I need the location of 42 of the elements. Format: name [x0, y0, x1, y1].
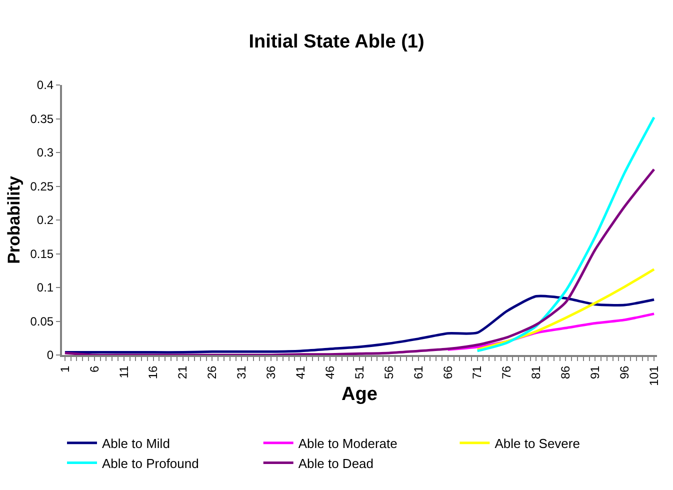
y-tick-label: 0 [46, 348, 54, 362]
x-tick-label: 26 [205, 365, 220, 380]
x-tick-label: 46 [322, 365, 337, 380]
y-tick-label: 0.4 [36, 78, 54, 92]
legend-label: Able to Moderate [298, 436, 398, 451]
x-tick-label: 71 [470, 365, 484, 380]
y-tick-label: 0.25 [30, 179, 54, 194]
x-tick-label: 16 [146, 365, 160, 380]
y-axis-title: Probability [4, 176, 24, 264]
line-series [476, 268, 656, 351]
x-tick-label: 56 [382, 365, 396, 380]
y-tick-label: 0.35 [30, 112, 54, 126]
x-tick-label: 11 [116, 365, 131, 378]
x-tick-label: 96 [618, 365, 632, 380]
y-tick-label: 0.3 [36, 146, 54, 160]
legend-label: Able to Severe [494, 436, 580, 451]
legend-label: Able to Mild [102, 436, 170, 451]
x-tick-label: 91 [588, 365, 602, 380]
x-tick-label: 1 [58, 365, 72, 372]
x-tick-label: 6 [87, 365, 102, 372]
legend-label: Able to Profound [102, 456, 199, 471]
y-tick-label: 0.1 [36, 280, 54, 295]
chart-title: Initial State Able (1) [248, 32, 424, 53]
x-tick-label: 36 [264, 365, 278, 380]
x-tick-label: 31 [234, 365, 249, 380]
x-tick-label: 41 [293, 365, 308, 380]
line-series [64, 168, 656, 355]
x-tick-label: 21 [176, 365, 190, 380]
x-tick-label: 61 [411, 365, 426, 380]
x-tick-label: 66 [440, 365, 455, 380]
x-tick-label: 51 [352, 365, 366, 380]
x-tick-label: 76 [500, 365, 514, 380]
line-series [64, 294, 656, 354]
x-axis-title: Age [342, 384, 378, 406]
legend-label: Able to Dead [298, 456, 374, 471]
y-tick-label: 0.2 [36, 213, 54, 228]
x-tick-label: 86 [558, 365, 573, 380]
y-tick-label: 0.05 [30, 314, 54, 328]
y-tick-label: 0.15 [30, 246, 54, 261]
x-tick-label: 81 [529, 365, 544, 380]
x-tick-label: 101 [646, 365, 661, 386]
line-series [476, 116, 656, 352]
